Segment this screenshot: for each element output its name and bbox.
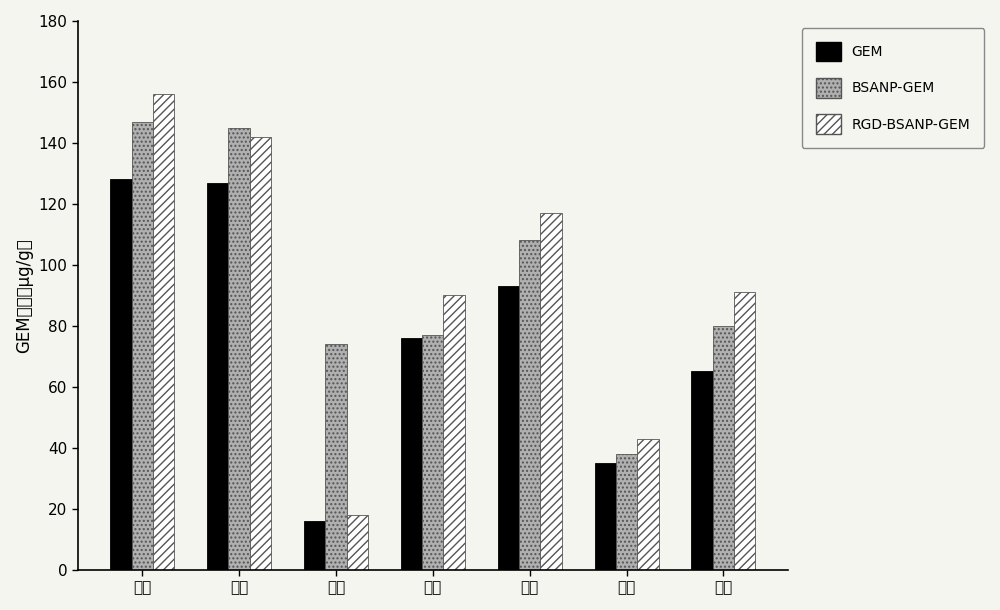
Y-axis label: GEM浓度（μg/g）: GEM浓度（μg/g）: [15, 238, 33, 353]
Bar: [519, 240, 540, 570]
Bar: [713, 326, 734, 570]
Bar: [616, 454, 637, 570]
Bar: [422, 335, 443, 570]
Bar: [132, 121, 153, 570]
Bar: [540, 213, 562, 570]
Legend: GEM, BSANP-GEM, RGD-BSANP-GEM: GEM, BSANP-GEM, RGD-BSANP-GEM: [802, 28, 984, 148]
Bar: [637, 439, 659, 570]
Bar: [734, 292, 755, 570]
Bar: [347, 515, 368, 570]
Bar: [595, 463, 616, 570]
Bar: [153, 94, 174, 570]
Bar: [207, 182, 228, 570]
Bar: [443, 295, 465, 570]
Bar: [498, 286, 519, 570]
Bar: [110, 179, 132, 570]
Bar: [304, 521, 325, 570]
Bar: [401, 338, 422, 570]
Bar: [325, 344, 347, 570]
Bar: [691, 371, 713, 570]
Bar: [228, 127, 250, 570]
Bar: [250, 137, 271, 570]
